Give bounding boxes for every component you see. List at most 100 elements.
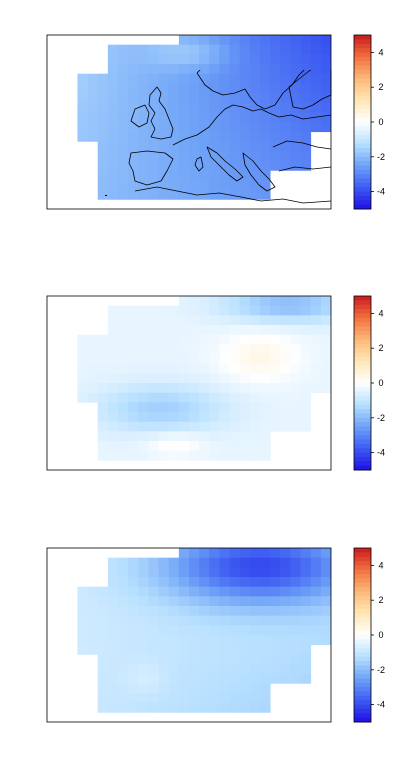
grid-cell — [97, 189, 109, 200]
colorbar-step — [354, 661, 371, 666]
grid-cell — [280, 363, 291, 374]
grid-cell — [107, 615, 119, 626]
grid-cell — [107, 122, 119, 133]
grid-cell — [168, 354, 180, 365]
grid-cell — [199, 373, 210, 384]
grid-cell — [249, 625, 261, 636]
grid-cell — [128, 392, 139, 403]
grid-cell — [209, 325, 220, 336]
grid-cell — [107, 441, 119, 452]
grid-cell — [189, 141, 200, 152]
colorbar-step — [354, 100, 371, 106]
grid-cell — [290, 383, 301, 394]
colorbar-step — [354, 143, 371, 149]
grid-cell — [229, 664, 241, 675]
colorbar-step — [354, 669, 371, 675]
grid-cell — [87, 644, 99, 655]
grid-cell — [290, 557, 301, 568]
grid-cell — [310, 344, 322, 355]
grid-cell — [290, 615, 301, 626]
grid-cell — [280, 392, 291, 403]
grid-cell — [77, 644, 88, 655]
grid-cell — [168, 625, 180, 636]
grid-cell — [168, 635, 180, 646]
grid-cell — [97, 702, 109, 713]
colorbar-step — [354, 595, 371, 601]
grid-cell — [219, 450, 230, 461]
grid-cell — [189, 586, 200, 597]
colorbar-step — [354, 604, 371, 610]
grid-cell — [97, 683, 109, 694]
grid-cell — [270, 596, 281, 607]
grid-cell — [249, 35, 261, 46]
grid-cell — [168, 305, 180, 316]
colorbar-step — [354, 465, 371, 471]
grid-cell — [310, 334, 322, 345]
grid-cell — [148, 702, 159, 713]
grid-cell — [260, 596, 271, 607]
grid-cell — [239, 644, 251, 655]
grid-cell — [87, 93, 99, 104]
grid-cell — [209, 402, 220, 413]
grid-cell — [138, 102, 149, 113]
grid-cell — [209, 334, 220, 345]
grid-cell — [219, 635, 230, 646]
grid-cell — [229, 548, 241, 559]
grid-cell — [168, 644, 180, 655]
grid-cell — [118, 141, 129, 152]
grid-cell — [249, 151, 261, 162]
grid-cell — [107, 702, 119, 713]
grid-cell — [107, 54, 119, 65]
grid-cell — [229, 606, 241, 617]
grid-cell — [249, 54, 261, 65]
grid-cell — [300, 344, 312, 355]
grid-cell — [107, 557, 119, 568]
colorbar-step — [354, 600, 371, 606]
grid-cell — [260, 625, 271, 636]
grid-cell — [118, 131, 129, 142]
grid-cell — [128, 102, 139, 113]
grid-cell — [209, 702, 220, 713]
grid-cell — [189, 325, 200, 336]
grid-cell — [158, 83, 170, 94]
grid-cell — [97, 664, 109, 675]
colorbar-step — [354, 452, 371, 458]
map-panel: 4 2 0 -2 -4 — [46, 295, 385, 471]
grid-cell — [270, 102, 281, 113]
grid-cell — [229, 673, 241, 684]
grid-cell — [118, 702, 129, 713]
grid-cell — [199, 567, 210, 578]
grid-cell — [107, 664, 119, 675]
grid-cell — [189, 577, 200, 588]
grid-cell — [128, 577, 139, 588]
colorbar-tick-label: -2 — [377, 665, 385, 675]
grid-cell — [87, 131, 99, 142]
grid-cell — [290, 141, 301, 152]
grid-cell — [189, 73, 200, 84]
grid-cell — [280, 73, 291, 84]
grid-cell — [168, 383, 180, 394]
grid-cell — [219, 160, 230, 171]
grid-cell — [189, 421, 200, 432]
colorbar-step — [354, 608, 371, 614]
grid-cell — [229, 305, 241, 316]
grid-cell — [158, 567, 170, 578]
grid-cell — [209, 412, 220, 423]
grid-cell — [320, 557, 331, 568]
grid-cell — [118, 615, 129, 626]
grid-cell — [107, 325, 119, 336]
grid-cell — [290, 64, 301, 75]
grid-cell — [199, 160, 210, 171]
map-frame — [46, 547, 332, 723]
colorbar-tick-label: 0 — [378, 630, 383, 640]
grid-cell — [87, 635, 99, 646]
grid-cell — [158, 577, 170, 588]
grid-cell — [158, 170, 170, 181]
grid-cell — [168, 606, 180, 617]
grid-cell — [178, 73, 190, 84]
grid-cell — [320, 122, 331, 133]
grid-cell — [320, 44, 331, 55]
grid-cell — [97, 93, 109, 104]
coastline-path — [130, 104, 150, 128]
grid-cell — [219, 122, 230, 133]
